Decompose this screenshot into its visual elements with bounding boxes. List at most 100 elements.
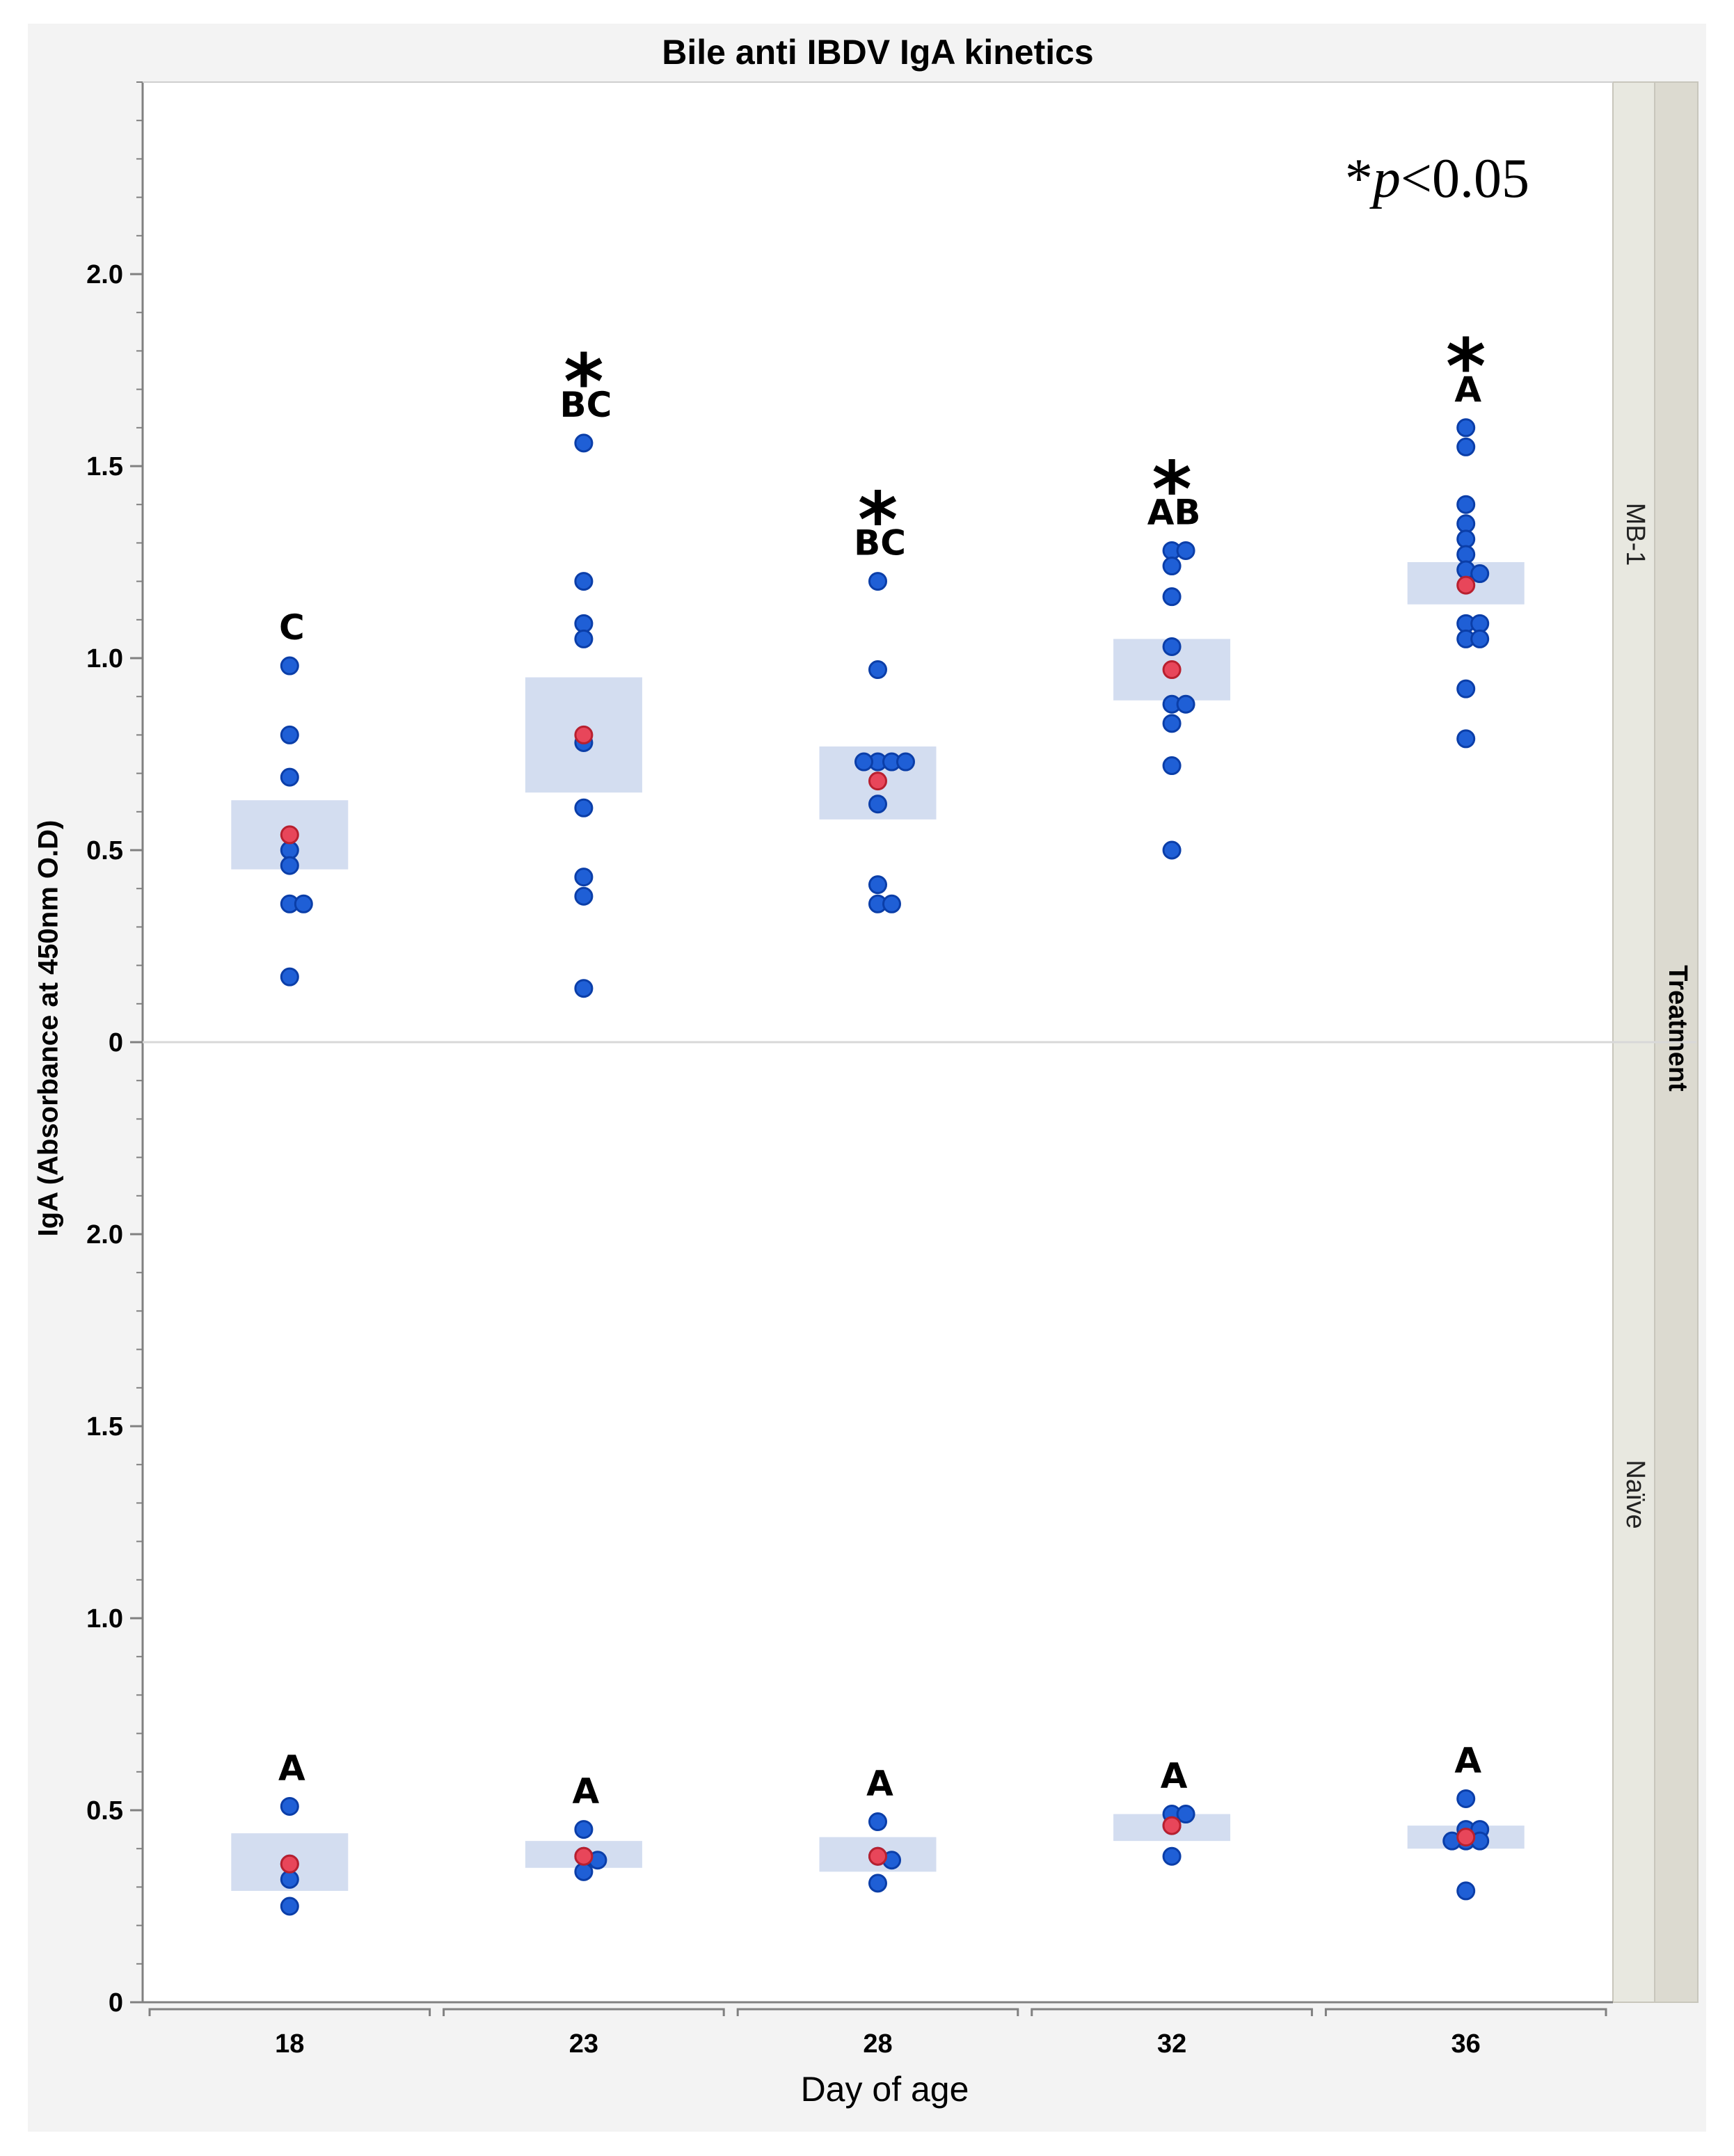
group-36: A — [1407, 1740, 1525, 1901]
data-point — [868, 875, 887, 895]
significance-letter: A — [866, 1764, 893, 1804]
group-28: A — [819, 1764, 937, 1893]
data-point — [854, 752, 873, 772]
group-18: A — [231, 1748, 349, 1916]
data-point — [1162, 714, 1182, 733]
y-tick-label: 0.5 — [86, 1796, 123, 1826]
data-point — [280, 856, 299, 875]
data-point — [1456, 437, 1476, 456]
y-tick-label: 2.0 — [86, 1220, 123, 1249]
panel-label: Naïve — [1621, 1460, 1650, 1528]
y-tick-label: 1.0 — [86, 1604, 123, 1634]
y-tick-label: 1.0 — [86, 644, 123, 673]
significance-letter: A — [1161, 1756, 1188, 1796]
significance-letter: A — [278, 1748, 305, 1788]
data-point — [1162, 587, 1182, 607]
x-tick-label: 28 — [863, 2029, 892, 2059]
data-point — [280, 767, 299, 787]
data-point — [1456, 495, 1476, 514]
x-category-bracket — [1324, 2008, 1607, 2016]
panel-0: CBC*BC* AB*A* — [231, 322, 1525, 998]
data-point — [574, 1862, 594, 1881]
data-point — [1456, 514, 1476, 534]
data-point — [868, 572, 887, 591]
data-point — [1456, 1881, 1476, 1901]
y-axis-panel-1: 0 0.5 1.0 1.5 2.0 — [86, 1041, 143, 2018]
data-point — [1456, 679, 1476, 698]
data-point — [868, 660, 887, 680]
group-23: A — [525, 1771, 642, 1881]
data-point — [574, 433, 594, 453]
data-point — [574, 1820, 594, 1839]
data-point — [1176, 541, 1195, 560]
group-axis-label: Treatment — [1663, 965, 1692, 1092]
data-point — [280, 1897, 299, 1916]
significance-star: * — [1152, 445, 1192, 534]
data-point — [574, 868, 594, 887]
data-point — [280, 1796, 299, 1816]
data-point — [1162, 840, 1182, 860]
x-category-bracket — [736, 2008, 1019, 2016]
data-point — [1456, 729, 1476, 749]
y-axis-panel-0: 0 0.5 1.0 1.5 2.0 — [86, 81, 143, 1057]
significance-star: * — [1446, 322, 1486, 411]
x-category-bracket — [148, 2008, 431, 2016]
y-tick-label: 1.5 — [86, 1412, 123, 1442]
data-point — [868, 794, 887, 814]
group-32: AB* — [1113, 445, 1231, 860]
data-point — [574, 614, 594, 633]
mean-point — [280, 1854, 299, 1874]
mean-point — [868, 1846, 887, 1866]
x-tick-label: 18 — [275, 2029, 304, 2059]
data-point — [1456, 545, 1476, 564]
data-point — [1176, 1805, 1195, 1824]
data-point — [1162, 557, 1182, 576]
data-point — [574, 979, 594, 998]
data-point — [280, 840, 299, 860]
y-axis-title: IgA (Absorbance at 450nm O.D) — [33, 820, 64, 1237]
y-tick-label: 1.5 — [86, 452, 123, 481]
data-point — [280, 725, 299, 744]
mean-point — [1456, 575, 1476, 595]
y-tick-label: 2.0 — [86, 260, 123, 289]
group-32: A — [1113, 1756, 1231, 1866]
mean-point — [574, 725, 594, 744]
data-point — [294, 894, 313, 913]
significance-letter: A — [1454, 1740, 1481, 1780]
mean-point — [280, 825, 299, 845]
group-23: BC* — [525, 337, 642, 998]
mean-point — [868, 772, 887, 791]
data-point — [1162, 637, 1182, 656]
group-28: BC* — [819, 476, 937, 913]
x-category-bracket — [443, 2008, 725, 2016]
group-36: A* — [1407, 322, 1525, 749]
y-tick-label: 0 — [109, 1988, 123, 2018]
significance-letter: C — [279, 607, 305, 648]
mean-point — [1162, 660, 1182, 680]
p-value-annotation: *p<0.05 — [1345, 148, 1529, 209]
data-point — [882, 894, 901, 913]
x-tick-label: 23 — [569, 2029, 598, 2059]
data-point — [574, 629, 594, 648]
y-tick-label: 0 — [109, 1028, 123, 1057]
x-tick-label: 36 — [1451, 2029, 1481, 2059]
panel-1: AA A A A — [231, 1740, 1525, 1916]
data-point — [574, 572, 594, 591]
y-tick-label: 0.5 — [86, 836, 123, 865]
x-axis-title: Day of age — [801, 2070, 969, 2109]
group-18: C — [231, 607, 349, 987]
significance-letter: A — [573, 1771, 600, 1812]
data-point — [1470, 629, 1490, 648]
data-point — [574, 798, 594, 817]
data-point — [574, 886, 594, 906]
significance-letter: BC — [559, 385, 612, 425]
significance-letter: BC — [854, 523, 906, 564]
data-point — [868, 1874, 887, 1893]
significance-star: * — [858, 476, 898, 565]
data-point — [280, 967, 299, 987]
data-point — [896, 752, 915, 772]
chart-title: Bile anti IBDV IgA kinetics — [662, 33, 1094, 72]
data-point — [868, 1812, 887, 1832]
